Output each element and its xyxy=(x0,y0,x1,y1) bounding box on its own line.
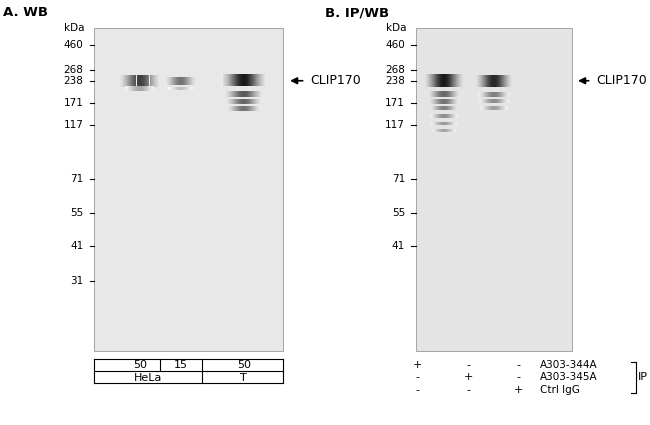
Text: 50: 50 xyxy=(237,360,251,370)
Text: 15: 15 xyxy=(174,360,188,370)
Text: A. WB: A. WB xyxy=(3,6,48,20)
Text: 55: 55 xyxy=(70,207,83,218)
Text: +: + xyxy=(514,385,523,395)
Text: -: - xyxy=(516,360,520,370)
Text: 50: 50 xyxy=(133,360,147,370)
Text: -: - xyxy=(416,372,420,382)
Text: 460: 460 xyxy=(385,40,405,50)
Text: CLIP170: CLIP170 xyxy=(596,74,647,87)
Text: 268: 268 xyxy=(385,65,405,75)
Text: kDa: kDa xyxy=(385,23,406,33)
Text: Ctrl IgG: Ctrl IgG xyxy=(540,385,579,395)
Text: A303-344A: A303-344A xyxy=(540,360,597,370)
Text: 238: 238 xyxy=(385,76,405,86)
Text: 41: 41 xyxy=(70,241,83,251)
Text: B. IP/WB: B. IP/WB xyxy=(325,6,389,20)
Text: 460: 460 xyxy=(64,40,83,50)
Text: 268: 268 xyxy=(63,65,83,75)
Text: IP: IP xyxy=(638,372,648,382)
Text: 71: 71 xyxy=(70,174,83,184)
Text: -: - xyxy=(466,360,470,370)
Text: 41: 41 xyxy=(392,241,405,251)
Text: -: - xyxy=(466,385,470,395)
Text: 171: 171 xyxy=(63,98,83,108)
Text: 171: 171 xyxy=(385,98,405,108)
Text: T: T xyxy=(240,373,247,383)
Text: A303-345A: A303-345A xyxy=(540,372,597,382)
Text: 71: 71 xyxy=(392,174,405,184)
Text: -: - xyxy=(516,372,520,382)
Text: 55: 55 xyxy=(392,207,405,218)
Text: kDa: kDa xyxy=(64,23,84,33)
Text: 117: 117 xyxy=(63,120,83,130)
Text: CLIP170: CLIP170 xyxy=(310,74,361,87)
Text: 31: 31 xyxy=(70,275,83,286)
Text: 117: 117 xyxy=(385,120,405,130)
Text: 238: 238 xyxy=(63,76,83,86)
Text: +: + xyxy=(413,360,423,370)
Bar xyxy=(94,28,283,351)
Text: -: - xyxy=(416,385,420,395)
Bar xyxy=(416,28,572,351)
Text: HeLa: HeLa xyxy=(134,373,162,383)
Text: +: + xyxy=(463,372,473,382)
